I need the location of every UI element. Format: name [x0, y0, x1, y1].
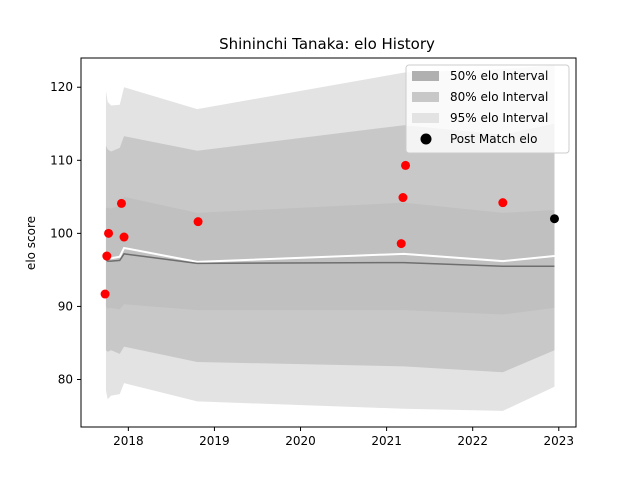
match-points: [100, 160, 559, 299]
legend-label: 50% elo Interval: [450, 69, 548, 83]
legend-box: [405, 64, 570, 154]
legend-label: Post Match elo: [450, 132, 537, 146]
match-point: [498, 198, 508, 208]
y-tick-label: 100: [50, 226, 73, 240]
match-point: [398, 193, 408, 203]
axes-frame: [80, 57, 577, 428]
match-point: [549, 214, 559, 224]
y-tick-label: 90: [58, 299, 73, 313]
y-axis-label: elo score: [24, 216, 38, 270]
y-tick-label: 80: [58, 373, 73, 387]
x-tick-label: 2022: [457, 434, 488, 448]
match-point: [116, 198, 126, 208]
legend: 50% elo Interval 80% elo Interval 95% elo …: [405, 64, 570, 154]
match-point: [102, 251, 112, 261]
match-point: [104, 228, 114, 238]
x-tick-label: 2023: [544, 434, 575, 448]
median-line: [105, 253, 555, 267]
match-point: [193, 217, 203, 227]
match-point: [396, 239, 406, 249]
match-point: [401, 160, 411, 170]
y-axis: 80 90 100 110 120: [50, 80, 81, 387]
match-point: [119, 232, 129, 242]
chart-title: Shininchi Tanaka: elo History: [219, 35, 435, 53]
y-tick-label: 120: [50, 80, 73, 94]
legend-swatch: [412, 92, 439, 102]
legend-swatch: [412, 71, 439, 81]
x-axis: 2018 2019 2020 2021 2022 2023: [113, 427, 574, 448]
y-tick-label: 110: [50, 153, 73, 167]
band-50-elo-interval: [105, 196, 555, 315]
legend-marker: [420, 133, 432, 145]
x-tick-label: 2020: [285, 434, 316, 448]
x-tick-label: 2018: [113, 434, 144, 448]
legend-label: 80% elo Interval: [450, 90, 548, 104]
legend-label: 95% elo Interval: [450, 111, 548, 125]
x-tick-label: 2019: [199, 434, 230, 448]
match-point: [100, 289, 110, 299]
x-tick-label: 2021: [371, 434, 402, 448]
legend-swatch: [412, 113, 439, 123]
